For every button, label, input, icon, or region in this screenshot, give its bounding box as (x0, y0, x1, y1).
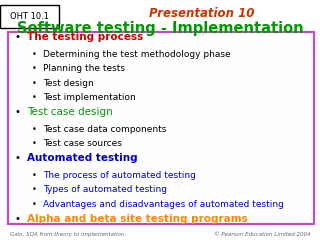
Text: Alpha and beta site testing programs: Alpha and beta site testing programs (27, 214, 248, 224)
Text: •: • (32, 185, 37, 194)
Text: Test design: Test design (43, 79, 94, 88)
Text: Test case data components: Test case data components (43, 125, 167, 134)
Text: •: • (14, 32, 20, 42)
Text: Test case design: Test case design (27, 107, 113, 117)
Text: Test case sources: Test case sources (43, 139, 122, 148)
Text: •: • (32, 79, 37, 88)
Text: •: • (32, 64, 37, 73)
Text: •: • (32, 139, 37, 148)
Text: Test implementation: Test implementation (43, 93, 136, 102)
Text: Presentation 10: Presentation 10 (149, 7, 254, 20)
Text: OHT 10.1: OHT 10.1 (10, 12, 49, 21)
Text: Gain, SQA from theory to implementation: Gain, SQA from theory to implementation (10, 232, 124, 237)
Text: •: • (32, 171, 37, 180)
Text: Automated testing: Automated testing (27, 153, 138, 163)
Text: •: • (14, 214, 20, 224)
FancyBboxPatch shape (0, 5, 59, 28)
Text: •: • (32, 50, 37, 59)
FancyBboxPatch shape (8, 32, 314, 224)
Text: Types of automated testing: Types of automated testing (43, 185, 167, 194)
Text: © Pearson Education Limited 2004: © Pearson Education Limited 2004 (214, 232, 310, 237)
Text: The process of automated testing: The process of automated testing (43, 171, 196, 180)
Text: •: • (14, 107, 20, 117)
Text: •: • (32, 200, 37, 209)
Text: •: • (14, 153, 20, 163)
Text: The testing process: The testing process (27, 32, 143, 42)
Text: Advantages and disadvantages of automated testing: Advantages and disadvantages of automate… (43, 200, 284, 209)
Text: Determining the test methodology phase: Determining the test methodology phase (43, 50, 231, 59)
Text: Software testing - Implementation: Software testing - Implementation (17, 21, 303, 36)
Text: •: • (32, 125, 37, 134)
Text: Planning the tests: Planning the tests (43, 64, 125, 73)
Text: •: • (32, 93, 37, 102)
